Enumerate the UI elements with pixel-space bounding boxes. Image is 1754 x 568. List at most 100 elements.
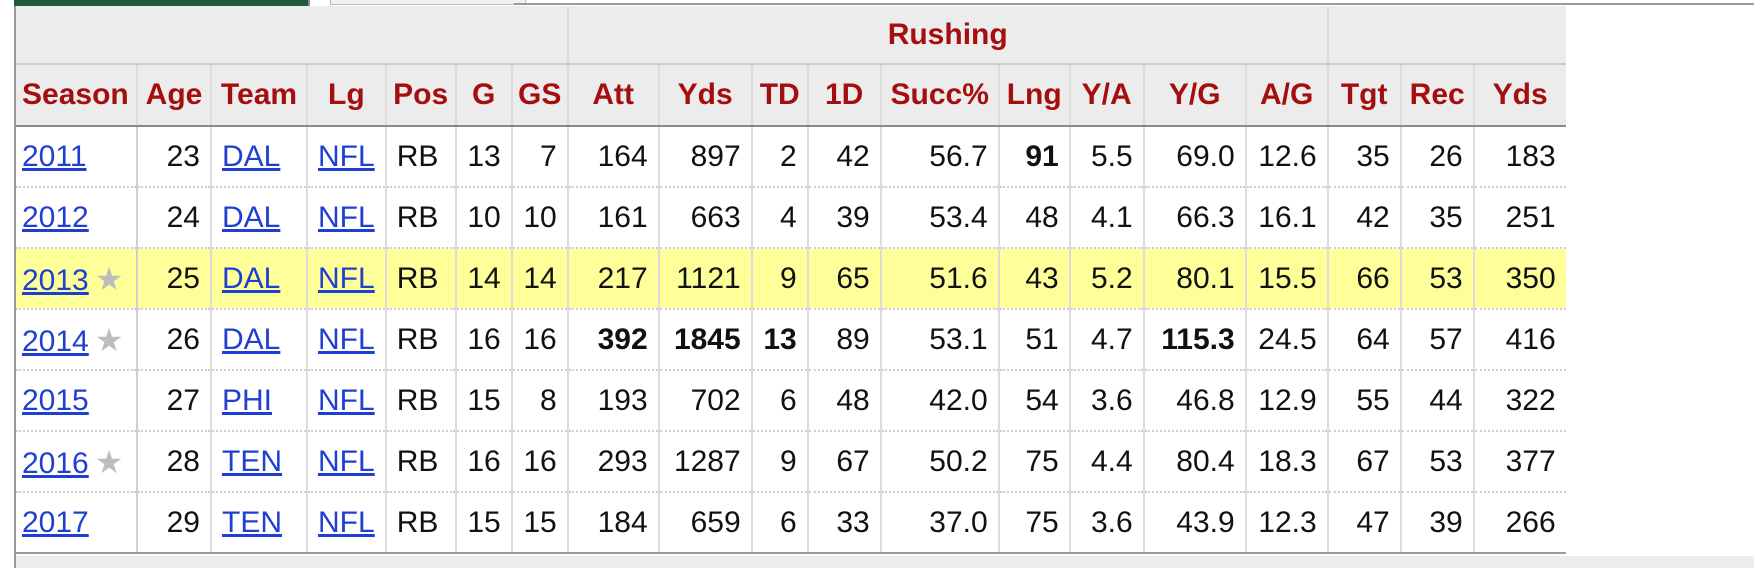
lg-link[interactable]: NFL [318,505,375,539]
season-link[interactable]: 2017 [22,505,89,539]
lg-link[interactable]: NFL [318,444,375,478]
cell-g: 13 [454,126,512,188]
cell-age: 26 [136,309,211,371]
cell-td: 4 [750,187,808,249]
lg-link[interactable]: NFL [318,383,375,417]
cell-gs: 16 [510,309,568,371]
col-header-td[interactable]: TD [750,64,808,127]
col-header-g[interactable]: G [454,64,512,127]
season-cell: 2015 [16,370,138,432]
cell-td: 6 [750,492,808,554]
cell-yg: 80.4 [1142,431,1246,493]
cell-ya: 4.7 [1068,309,1144,371]
col-header-succ-pct[interactable]: Succ% [879,64,999,127]
cell-succ: 50.2 [879,431,999,493]
team-link[interactable]: DAL [222,261,281,295]
season-link[interactable]: 2014 [22,324,89,358]
cell-g: 15 [454,492,512,554]
cell-team: DAL [210,126,307,188]
col-header-rec-yds[interactable]: Yds [1472,64,1566,127]
col-header-tgt[interactable]: Tgt [1326,64,1401,127]
col-header-gs[interactable]: GS [510,64,568,127]
team-link[interactable]: TEN [222,444,282,478]
cell-team: TEN [210,431,307,493]
col-header-yds[interactable]: Yds [657,64,752,127]
cell-ryds: 183 [1472,126,1566,188]
cell-lg: NFL [306,431,386,493]
cell-lng: 91 [997,126,1070,188]
over-header-rushing: Rushing [566,6,1328,65]
cell-g: 16 [454,431,512,493]
season-link[interactable]: 2015 [22,383,89,417]
cell-ya: 3.6 [1068,492,1144,554]
team-link[interactable]: DAL [222,322,281,356]
cell-succ: 51.6 [879,248,999,310]
cell-pos: RB [384,370,456,432]
col-header-pos[interactable]: Pos [384,64,456,127]
season-link[interactable]: 2016 [22,446,89,480]
team-link[interactable]: DAL [222,139,281,173]
cell-fd: 48 [806,370,881,432]
cell-fd: 39 [806,187,881,249]
table-row: 2017 29 TEN NFL RB 15 15 184 659 6 33 37.0 75 3.6 43.9… [16,492,1566,554]
cell-yg: 115.3 [1142,309,1246,371]
col-header-1d[interactable]: 1D [806,64,881,127]
season-link[interactable]: 2012 [22,200,89,234]
cell-td: 6 [750,370,808,432]
cell-age: 27 [136,370,211,432]
col-header-y-per-a[interactable]: Y/A [1068,64,1144,127]
season-cell: 2016 ★ [16,431,138,493]
lg-link[interactable]: NFL [318,139,375,173]
cell-att: 184 [566,492,659,554]
team-link[interactable]: PHI [222,383,273,417]
col-header-y-per-g[interactable]: Y/G [1142,64,1246,127]
cell-gs: 14 [510,248,568,310]
season-link[interactable]: 2011 [22,139,87,173]
col-header-rec[interactable]: Rec [1399,64,1474,127]
cell-lng: 43 [997,248,1070,310]
over-header-receiving [1326,6,1566,65]
season-link[interactable]: 2013 [22,263,89,297]
lg-link[interactable]: NFL [318,200,375,234]
cell-ryds: 322 [1472,370,1566,432]
season-cell: 2017 [16,492,138,554]
cell-yg: 69.0 [1142,126,1246,188]
cell-lg: NFL [306,370,386,432]
inactive-tab[interactable] [330,0,526,5]
team-link[interactable]: TEN [222,505,282,539]
active-tab[interactable] [14,0,310,6]
cell-td: 13 [750,309,808,371]
cell-tgt: 55 [1326,370,1401,432]
col-header-lng[interactable]: Lng [997,64,1070,127]
cell-yg: 46.8 [1142,370,1246,432]
col-header-age[interactable]: Age [136,64,211,127]
cell-att: 164 [566,126,659,188]
cell-pos: RB [384,248,456,310]
col-header-season[interactable]: Season [16,64,137,127]
cell-g: 10 [454,187,512,249]
cell-ryds: 251 [1472,187,1566,249]
cell-succ: 37.0 [879,492,999,554]
cell-ya: 3.6 [1068,370,1144,432]
cell-gs: 8 [510,370,568,432]
cell-fd: 67 [806,431,881,493]
cell-rec: 26 [1399,126,1474,188]
cell-fd: 65 [806,248,881,310]
cell-lg: NFL [306,309,386,371]
col-header-team[interactable]: Team [210,64,307,127]
cell-att: 161 [566,187,659,249]
cell-ryds: 350 [1472,248,1566,310]
col-header-lg[interactable]: Lg [306,64,386,127]
table-row: 2011 23 DAL NFL RB 13 7 164 897 2 42 56.7 91 5.5 69.0 1… [16,126,1566,188]
lg-link[interactable]: NFL [318,261,375,295]
lg-link[interactable]: NFL [318,322,375,356]
team-link[interactable]: DAL [222,200,281,234]
col-header-att[interactable]: Att [566,64,659,127]
col-header-a-per-g[interactable]: A/G [1244,64,1328,127]
top-tabs [14,0,1754,6]
cell-tgt: 64 [1326,309,1401,371]
cell-lg: NFL [306,492,386,554]
cell-fd: 42 [806,126,881,188]
table-row: 2016 ★ 28 TEN NFL RB 16 16 293 1287 9 67 50.2 75 4.4 80… [16,431,1566,493]
cell-rec: 53 [1399,248,1474,310]
